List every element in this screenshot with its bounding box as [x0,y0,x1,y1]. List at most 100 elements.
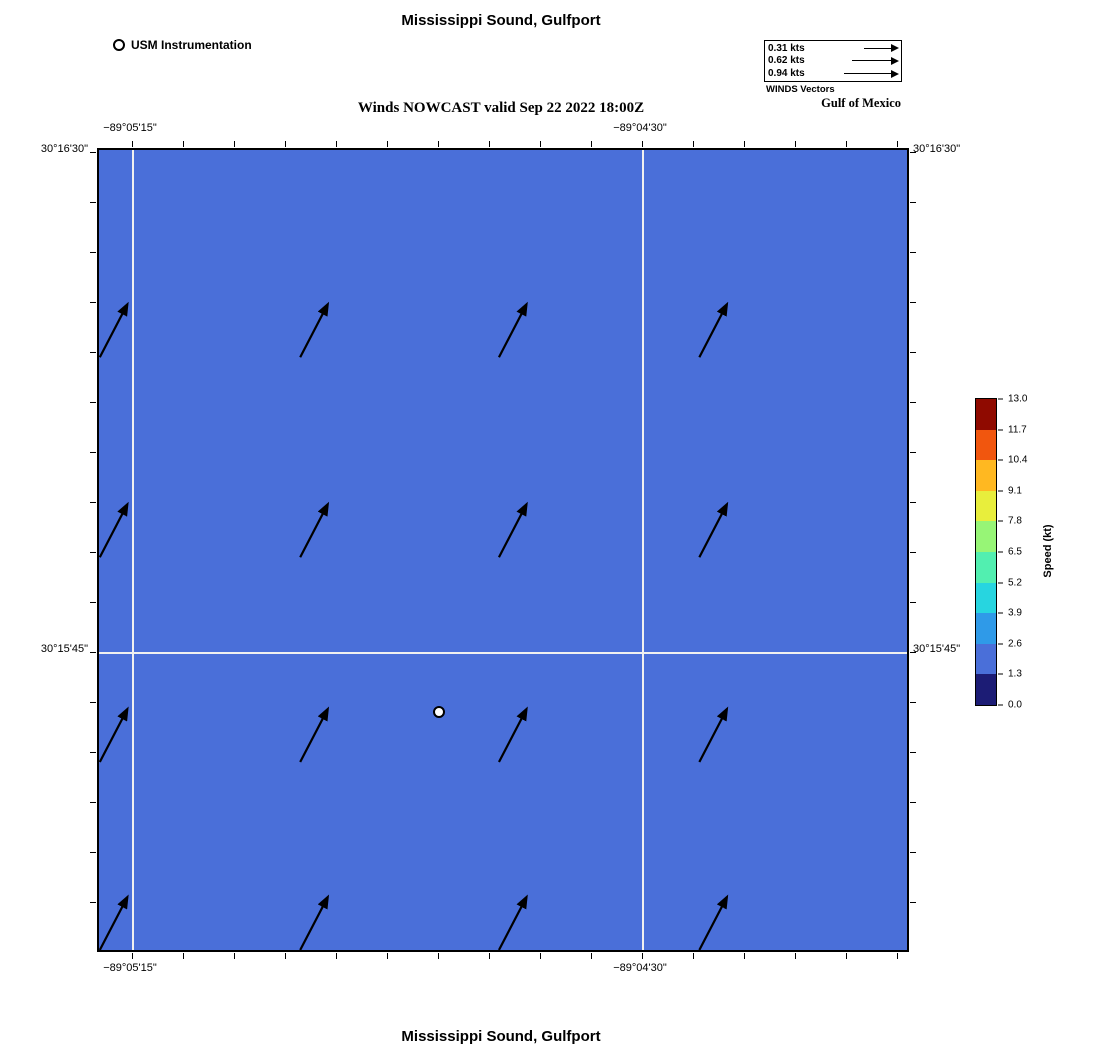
colorbar [975,398,997,706]
colorbar-segment [976,460,996,491]
vector-arrow-icon [864,44,899,53]
colorbar-tick: 9.1 [998,485,1022,496]
colorbar-tick-line [998,459,1003,461]
colorbar-tick-label: 0.0 [1008,699,1022,711]
colorbar-tick: 3.9 [998,608,1022,619]
colorbar-tick: 13.0 [998,394,1027,405]
gridline [642,150,644,950]
arrowhead-icon [891,44,899,53]
colorbar-tick-line [998,582,1003,584]
colorbar-tick-label: 6.5 [1008,546,1022,558]
wind-vector-arrow [698,301,729,358]
colorbar-tick: 11.7 [998,424,1027,435]
colorbar-segment [976,551,996,583]
colorbar-tick-label: 2.6 [1008,638,1022,650]
y-tick-label-right: 30°16'30" [913,143,961,155]
figure-title: Mississippi Sound, Gulfport [401,12,601,29]
colorbar-tick: 7.8 [998,516,1022,527]
vector-legend-caption: WINDS Vectors [766,84,835,95]
axis-ticks-top [99,141,907,147]
colorbar-tick-line [998,398,1003,400]
x-tick-label-bottom: −89°05'15" [103,962,157,974]
colorbar-tick-line [998,429,1003,431]
wind-vector-layer [98,301,729,951]
vector-arrow-icon [844,69,899,78]
axis-ticks-bottom [99,953,907,959]
x-tick-label-bottom: −89°04'30" [613,962,667,974]
wind-vector-arrow [299,501,330,558]
usm-station-marker [433,706,445,718]
wind-vector-arrow [98,706,129,763]
colorbar-segment [976,674,996,705]
colorbar-tick-label: 11.7 [1008,424,1027,436]
figure-bottom-title: Mississippi Sound, Gulfport [401,1028,601,1045]
figure-subtitle: Winds NOWCAST valid Sep 22 2022 18:00Z [357,100,645,116]
colorbar-segment [976,521,996,552]
colorbar-tick-label: 10.4 [1008,454,1028,466]
region-label: Gulf of Mexico [821,96,901,110]
y-tick-label-right: 30°15'45" [913,643,961,655]
wind-vector-arrow [98,301,129,358]
vector-scale-label: 0.94 kts [768,68,805,80]
wind-vector-arrow [698,706,729,763]
wind-vector-arrow [299,894,330,951]
wind-vector-arrow [98,894,129,951]
wind-vector-arrow [497,706,528,763]
colorbar-tick: 0.0 [998,700,1022,711]
colorbar-tick-label: 1.3 [1008,668,1022,680]
x-tick-label-top: −89°04'30" [613,122,667,134]
vector-scale-label: 0.62 kts [768,55,805,67]
colorbar-segment [976,490,996,522]
colorbar-tick-line [998,704,1003,706]
wind-vector-arrow [698,894,729,951]
vector-scale-label: 0.31 kts [768,42,805,54]
colorbar-tick-label: 3.9 [1008,607,1022,619]
station-marker-icon [113,39,125,51]
vector-arrow-icon [852,56,899,65]
colorbar-segment [976,643,996,675]
colorbar-ticks: 13.0 11.7 10.4 9.1 7.8 6.5 5.2 3.9 2.6 1.3 0.0 [998,394,1044,711]
colorbar-tick-label: 7.8 [1008,515,1022,527]
wind-vector-arrow [497,301,528,358]
colorbar-segment [976,429,996,461]
vector-scale-row: 0.31 kts [768,42,899,54]
colorbar-segment [976,613,996,644]
arrowhead-icon [891,69,899,78]
arrowhead-icon [891,56,899,65]
station-legend: USM Instrumentation [113,38,252,52]
colorbar-tick-line [998,643,1003,645]
vector-scale-legend: 0.31 kts 0.62 kts 0.94 kts [764,40,902,82]
colorbar-segment [976,582,996,614]
colorbar-tick: 6.5 [998,547,1022,558]
station-legend-label: USM Instrumentation [131,38,252,52]
colorbar-tick: 10.4 [998,455,1027,466]
wind-vector-arrow [299,301,330,358]
colorbar-tick-line [998,551,1003,553]
gridline [132,150,134,950]
colorbar-label: Speed (kt) [1042,524,1054,578]
vector-scale-row: 0.94 kts [768,68,899,80]
vector-scale-row: 0.62 kts [768,55,899,67]
colorbar-tick-label: 5.2 [1008,577,1022,589]
colorbar-tick: 2.6 [998,638,1022,649]
wind-vector-arrow [299,706,330,763]
colorbar-tick-line [998,612,1003,614]
y-tick-label-left: 30°15'45" [40,643,88,655]
colorbar-tick: 5.2 [998,577,1022,588]
colorbar-tick-line [998,520,1003,522]
x-tick-label-top: −89°05'15" [103,122,157,134]
wind-vector-arrow [497,501,528,558]
colorbar-tick: 1.3 [998,669,1022,680]
colorbar-tick-line [998,673,1003,675]
map-plot [90,141,916,959]
colorbar-tick-line [998,490,1003,492]
colorbar-tick-label: 9.1 [1008,485,1022,497]
axis-ticks-left [90,150,96,950]
wind-vector-arrow [698,501,729,558]
wind-vector-arrow [497,894,528,951]
axis-ticks-right [910,150,916,950]
gridline [99,652,907,654]
y-tick-label-left: 30°16'30" [40,143,88,155]
colorbar-segment [976,399,996,430]
